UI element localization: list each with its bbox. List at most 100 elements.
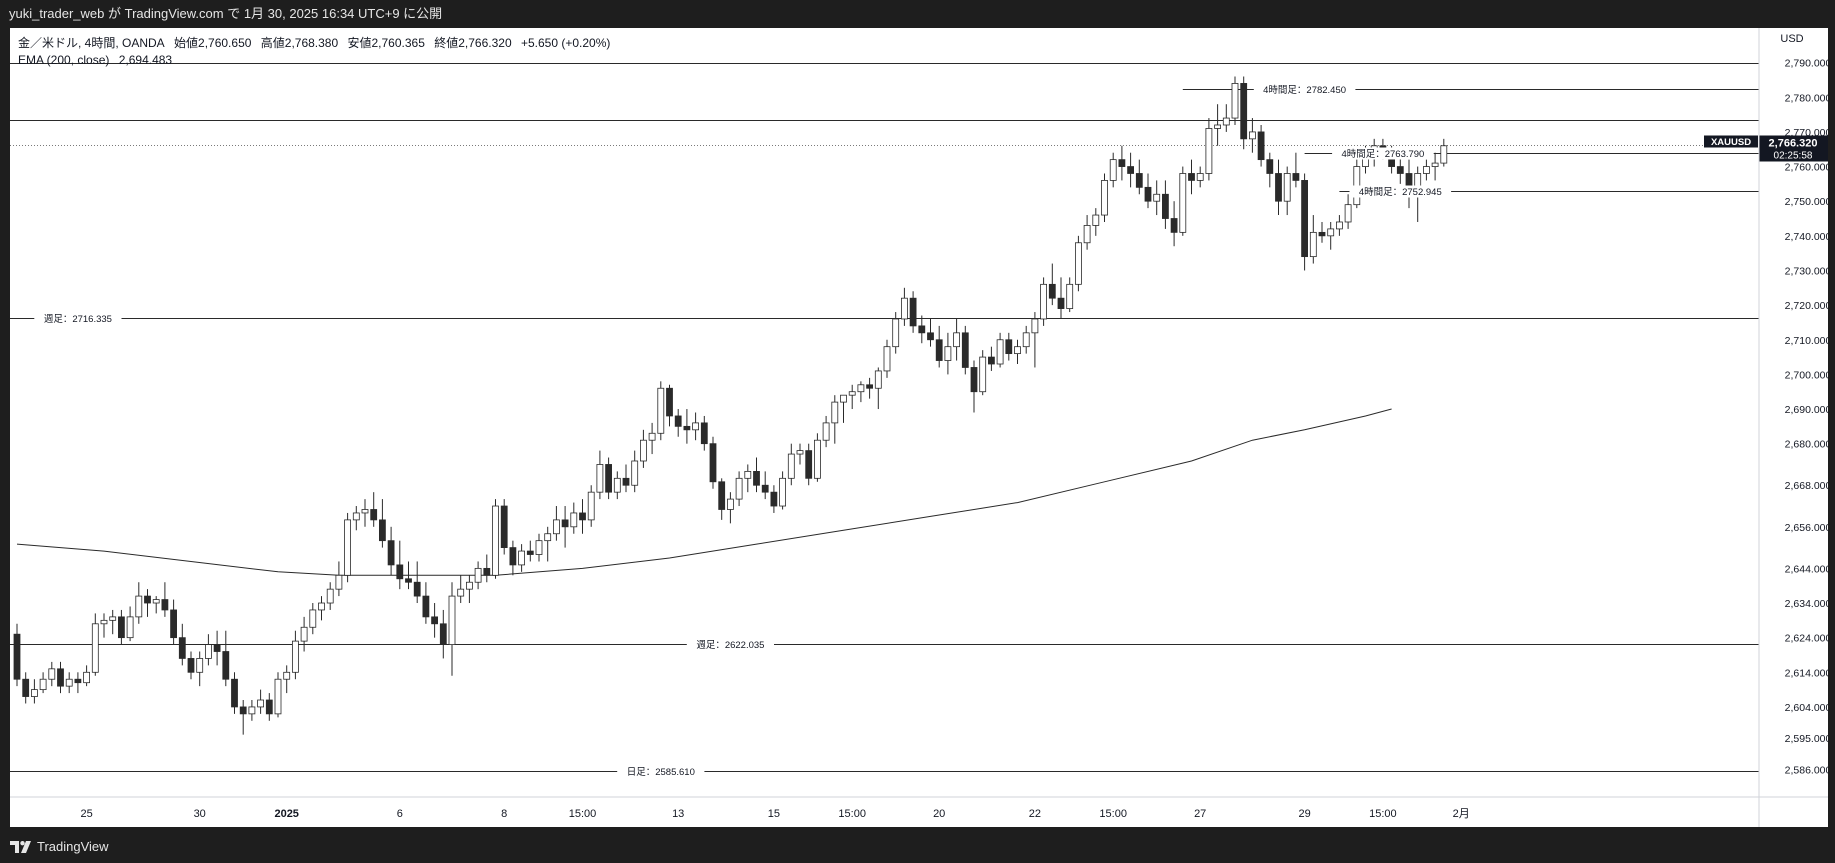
candle-body — [1083, 225, 1091, 244]
price-axis[interactable]: USD 2,586.000 2,595.000 2,604.000 2,614.000 2… — [1780, 33, 1828, 776]
candle-body — [500, 505, 508, 548]
ema-line — [16, 408, 1392, 576]
candle-body — [126, 616, 134, 639]
tradingview-logo-icon — [10, 840, 31, 853]
candle-body — [1057, 297, 1065, 309]
candle — [866, 377, 873, 399]
candle — [1014, 339, 1021, 365]
candle — [291, 630, 299, 680]
publish-line: yuki_trader_web が TradingView.com で 1月 3… — [9, 6, 443, 21]
time-tick-label: 20 — [933, 808, 945, 820]
time-tick-label: 2025 — [274, 808, 298, 820]
candle-body — [74, 678, 82, 684]
candle-body — [918, 325, 926, 334]
candle-body — [944, 346, 952, 361]
candle — [265, 693, 273, 721]
candle — [1257, 124, 1265, 167]
candle-body — [1040, 283, 1047, 320]
candle-body — [465, 581, 473, 590]
candle-body — [1048, 283, 1056, 299]
candle-body — [509, 547, 517, 566]
candle — [1022, 325, 1030, 354]
candle — [518, 544, 526, 572]
candle-body — [170, 609, 178, 639]
candle-body — [570, 512, 578, 528]
candle-body — [744, 470, 752, 479]
candle — [344, 512, 352, 583]
candle — [178, 623, 186, 666]
candle — [1431, 152, 1439, 181]
high-value: 高値2,768.380 — [260, 36, 339, 50]
candle — [396, 540, 404, 590]
candle-body — [1283, 173, 1291, 202]
candle — [213, 630, 221, 666]
candle-body — [988, 356, 995, 365]
candle — [970, 360, 978, 413]
candle-body — [1092, 214, 1100, 226]
candle — [1101, 173, 1108, 222]
candle — [1135, 159, 1143, 195]
candle-body — [996, 339, 1004, 365]
level-label-bg — [617, 765, 705, 778]
candle-body — [1144, 186, 1152, 202]
candle — [1318, 221, 1326, 243]
candle-body — [100, 619, 108, 625]
candle — [100, 613, 108, 638]
candle — [352, 506, 360, 531]
candle-body — [1440, 145, 1448, 164]
candle-body — [1101, 180, 1108, 216]
candle-body — [840, 394, 847, 403]
candle — [1266, 152, 1274, 188]
candle — [318, 596, 325, 621]
tradingview-brand: TradingView — [37, 839, 109, 854]
candle-body — [231, 678, 238, 708]
time-axis[interactable]: 25 30 2025 6 8 15:00 13 15 15:00 20 22 15:00 27 29 15:… — [80, 808, 1469, 820]
candle-body — [1396, 166, 1404, 174]
candle-body — [822, 422, 830, 441]
candle — [1040, 277, 1047, 326]
tradingview-logo[interactable]: TradingView — [10, 839, 109, 854]
candle — [692, 412, 699, 441]
candle-body — [492, 505, 499, 576]
candle-body — [178, 637, 186, 659]
candle-body — [257, 699, 265, 708]
price-tick-label: 2,604.000 — [1785, 702, 1828, 714]
price-tick-label: 2,700.000 — [1785, 369, 1828, 381]
candle-body — [640, 439, 647, 462]
price-tick-label: 2,760.000 — [1785, 162, 1828, 174]
candle-body — [1318, 231, 1326, 237]
candle — [39, 672, 47, 694]
price-chart[interactable]: 4時間足：2782.450 4時間足：2763.790 4時間足：2752.945 週… — [10, 28, 1828, 827]
candle-body — [613, 477, 621, 493]
candle-body — [1327, 228, 1335, 237]
candle — [1353, 159, 1361, 209]
candle-body — [1309, 231, 1317, 258]
candle-body — [91, 623, 99, 673]
candle — [883, 339, 891, 378]
candle — [1048, 263, 1056, 306]
candle — [300, 616, 308, 652]
candle — [1153, 180, 1161, 216]
time-tick-label: 25 — [80, 808, 92, 820]
level-label-bg — [34, 312, 122, 325]
candle — [857, 381, 865, 403]
candle — [474, 561, 482, 590]
candle — [1222, 104, 1230, 132]
candle-body — [1109, 159, 1117, 181]
candle — [544, 526, 552, 562]
candle-body — [135, 595, 143, 618]
candle-body — [13, 633, 21, 680]
candle-body — [144, 595, 151, 604]
candle-body — [909, 297, 917, 327]
time-tick-label: 15:00 — [1099, 808, 1127, 820]
level-label: 4時間足：2752.945 — [1359, 187, 1442, 198]
candle — [257, 689, 265, 714]
candle — [553, 506, 560, 541]
candle-body — [413, 581, 421, 597]
time-tick-label: 15 — [768, 808, 780, 820]
candle — [83, 665, 90, 687]
candle — [1170, 201, 1178, 247]
candle — [1205, 118, 1213, 181]
candle-body — [474, 567, 482, 583]
candle — [622, 464, 630, 493]
